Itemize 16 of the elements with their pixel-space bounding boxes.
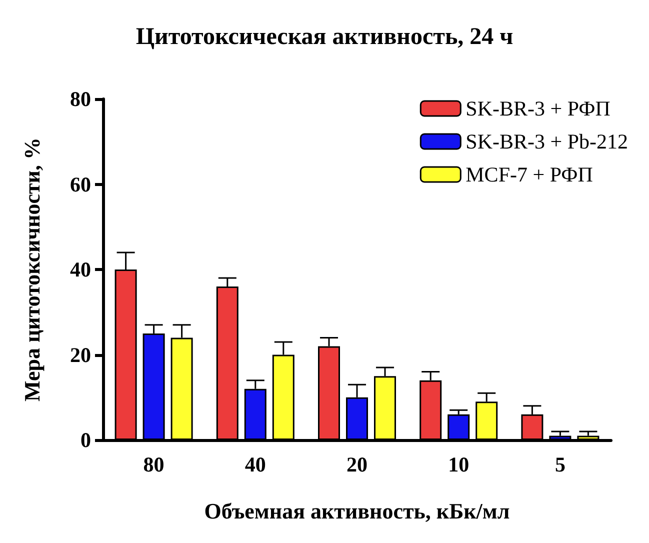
x-tick-label: 20 [346,452,368,476]
x-tick-label: 5 [554,452,566,476]
chart-title: Цитотоксическая активность, 24 ч [136,24,514,50]
y-tick-label: 0 [80,428,91,452]
x-axis-title: Объемная активность, кБк/мл [204,498,510,524]
legend-label: SK-BR-3 + РФП [466,96,610,120]
x-tick-label: 10 [448,452,470,476]
y-tick-label: 80 [70,87,91,111]
y-tick-label: 40 [70,258,91,282]
x-tick-label: 40 [244,452,266,476]
y-tick-label: 20 [70,342,91,367]
legend-label: MCF-7 + РФП [466,162,593,186]
y-axis-title: Мера цитотоксичности, % [20,138,44,402]
y-tick-label: 60 [70,172,91,196]
legend-label: SK-BR-3 + Pb-212 [466,130,628,154]
x-tick-label: 80 [143,452,164,476]
